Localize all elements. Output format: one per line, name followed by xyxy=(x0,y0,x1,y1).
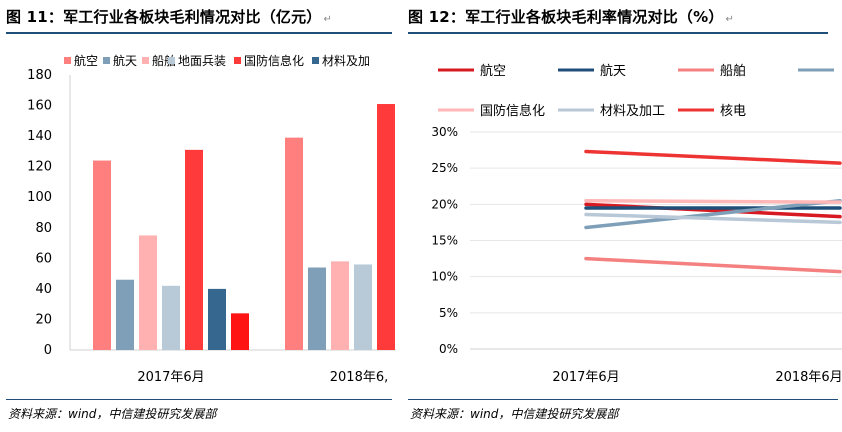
legend-label: 船舶 xyxy=(152,53,176,68)
y-tick-label: 40 xyxy=(35,282,52,297)
series-line xyxy=(584,149,842,165)
legend-label: 船舶 xyxy=(720,63,746,79)
y-tick-label: 0 xyxy=(44,343,52,358)
series-line xyxy=(584,198,842,204)
y-tick-label: 120 xyxy=(27,160,52,175)
legend-label: 航天 xyxy=(113,53,137,68)
legend-label: 地面兵装 xyxy=(178,54,226,68)
y-tick-label: 20% xyxy=(431,197,458,211)
series-line xyxy=(584,198,842,230)
y-tick-label: 160 xyxy=(27,99,52,114)
y-tick-label: 5% xyxy=(439,306,458,320)
x-tick-label: 2018年6, xyxy=(330,370,389,385)
legend-label: 国防信息化 xyxy=(244,53,304,68)
x-tick-label: 2017年6月 xyxy=(137,370,204,385)
y-tick-label: 30% xyxy=(431,125,458,139)
bar xyxy=(377,104,395,351)
bar xyxy=(185,149,203,350)
chart-title: 图 12：军工行业各板块毛利率情况对比（%） ↵ xyxy=(408,8,735,26)
legend-swatch xyxy=(64,57,71,64)
x-tick-label: 2018年6月 xyxy=(775,370,842,385)
bar xyxy=(308,267,326,350)
legend-swatch xyxy=(234,57,241,64)
bar xyxy=(208,288,226,350)
legend-label: 航天 xyxy=(600,63,626,79)
y-tick-label: 180 xyxy=(27,68,52,83)
y-tick-label: 15% xyxy=(431,234,458,248)
legend-label: 航空 xyxy=(74,53,98,68)
legend-label: 国防信息化 xyxy=(480,103,545,119)
source-note: 资料来源：wind，中信建投研究发展部 xyxy=(410,407,619,421)
title-divider xyxy=(6,32,392,34)
y-tick-label: 0% xyxy=(439,342,458,356)
source-divider xyxy=(408,399,838,400)
legend-label: 核电 xyxy=(720,104,746,119)
left-chart-panel: 图 11：军工行业各板块毛利情况对比（亿元） ↵ 0 20 40 60 80 100 120 1… xyxy=(0,0,396,432)
y-tick-label: 10% xyxy=(431,270,458,284)
bar-chart: 0 20 40 60 80 100 120 140 160 180 2017年6月 2018年6, 航空… xyxy=(27,53,396,385)
legend-swatch xyxy=(168,57,175,64)
bar xyxy=(331,261,349,350)
y-tick-label: 20 xyxy=(35,312,52,327)
chart-title: 图 11：军工行业各板块毛利情况对比（亿元） ↵ xyxy=(6,8,333,26)
legend-label: 航空 xyxy=(480,63,506,79)
title-divider xyxy=(408,32,828,34)
y-tick-label: 100 xyxy=(27,190,52,205)
legend-label: 材料及加工 xyxy=(600,104,665,119)
bar xyxy=(285,137,303,350)
bar xyxy=(139,235,157,350)
y-tick-label: 140 xyxy=(27,129,52,144)
bar xyxy=(354,264,372,350)
y-tick-label: 60 xyxy=(35,251,52,266)
legend-swatch xyxy=(142,57,149,64)
right-chart-panel: 图 12：军工行业各板块毛利率情况对比（%） ↵ 0% 5% 10% 15% 20% 25%… xyxy=(404,0,842,432)
line-chart: 0% 5% 10% 15% 20% 25% 30% 2017年6月 2018年6月 航空 航天 船舶国… xyxy=(431,63,842,385)
x-tick-label: 2017年6月 xyxy=(552,370,619,385)
y-tick-label: 25% xyxy=(431,161,458,175)
bar xyxy=(231,313,249,350)
source-note: 资料来源：wind，中信建投研究发展部 xyxy=(8,407,217,421)
series-line xyxy=(584,256,842,274)
bar xyxy=(93,160,111,350)
bar xyxy=(116,279,134,350)
legend-swatch xyxy=(312,57,319,64)
series-line xyxy=(584,212,842,225)
source-divider xyxy=(6,399,392,400)
bar xyxy=(162,285,180,350)
legend-swatch xyxy=(103,57,110,64)
y-tick-label: 80 xyxy=(35,221,52,236)
legend-label: 材料及加 xyxy=(322,54,370,68)
